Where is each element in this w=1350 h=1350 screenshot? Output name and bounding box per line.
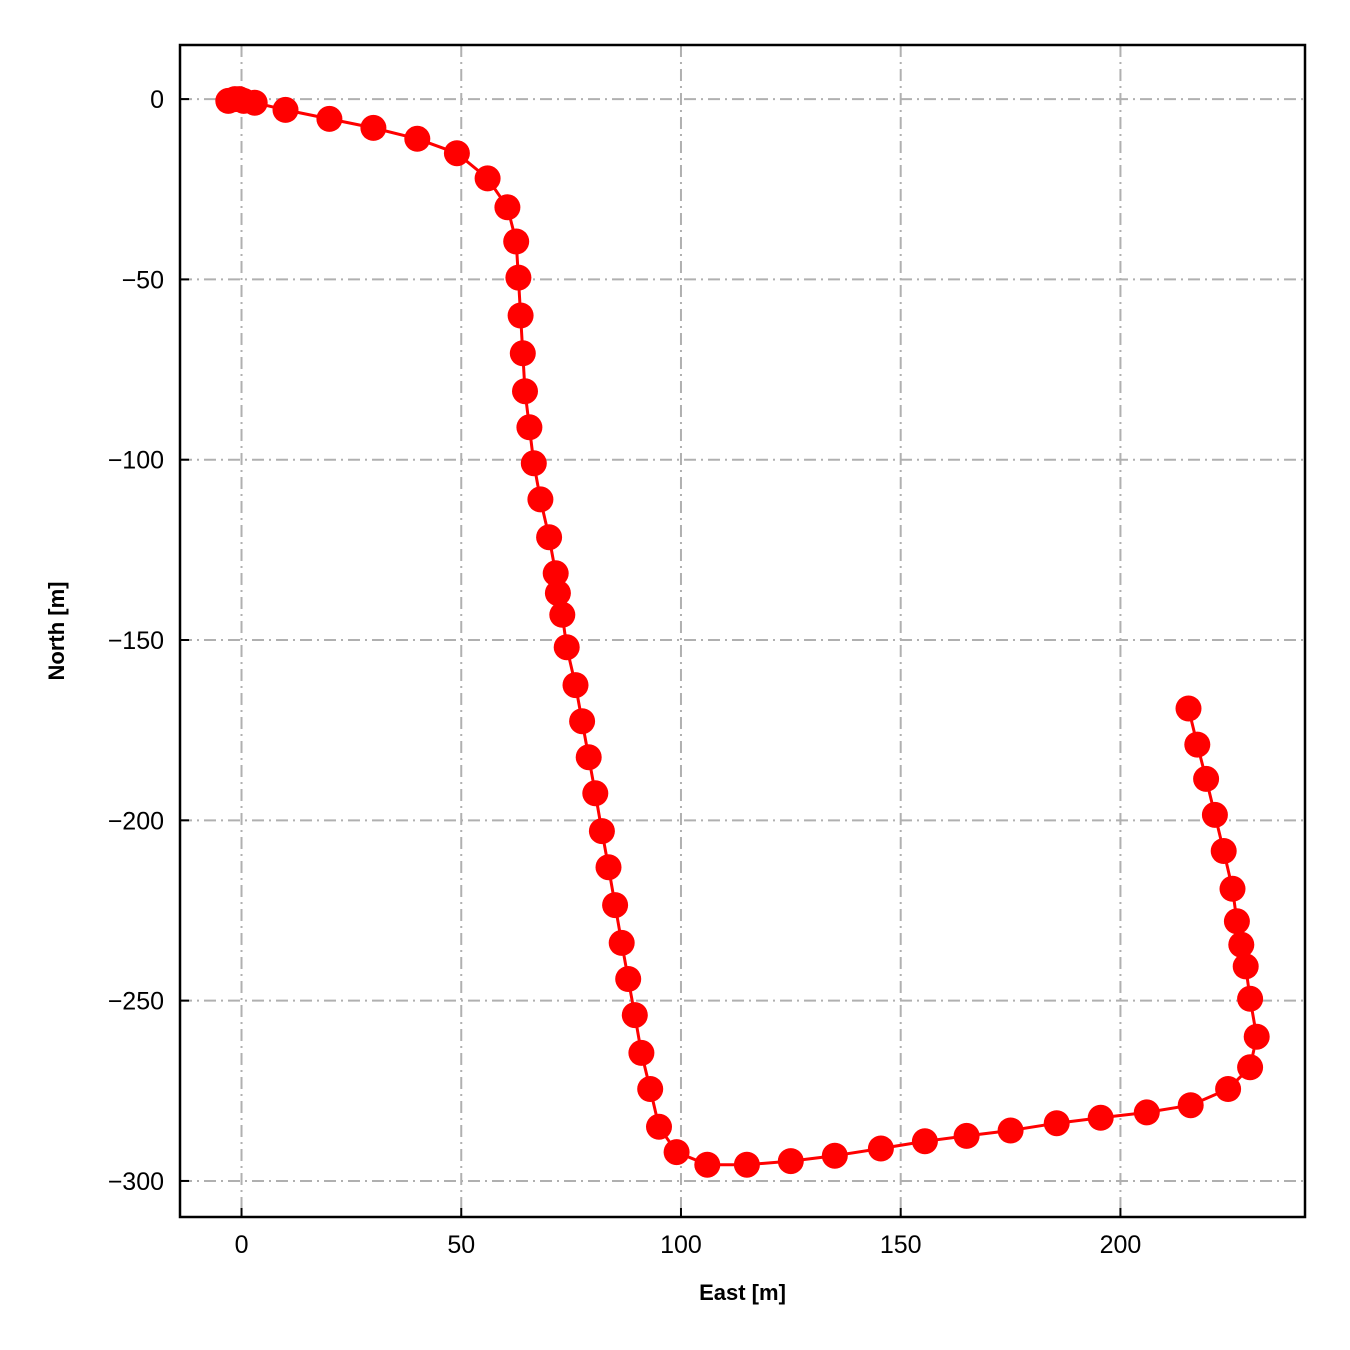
x-tick-label: 150 bbox=[880, 1231, 922, 1259]
trajectory-point bbox=[911, 1128, 938, 1155]
trajectory-point bbox=[1219, 875, 1246, 902]
trajectory-point bbox=[474, 165, 501, 192]
y-tick-label: −50 bbox=[122, 266, 164, 294]
trajectory-point bbox=[1184, 731, 1211, 758]
x-tick-label: 0 bbox=[235, 1231, 249, 1259]
y-tick-label: −100 bbox=[108, 447, 164, 475]
trajectory-point bbox=[404, 125, 431, 152]
trajectory-point bbox=[1215, 1076, 1242, 1102]
trajectory-series bbox=[215, 86, 1270, 1178]
trajectory-point bbox=[544, 580, 571, 607]
trajectory-point bbox=[1243, 1023, 1270, 1050]
trajectory-point bbox=[520, 450, 547, 477]
trajectory-point bbox=[582, 780, 609, 807]
trajectory-point bbox=[494, 194, 521, 221]
trajectory-point bbox=[821, 1142, 848, 1169]
trajectory-point bbox=[1228, 931, 1255, 958]
x-tick-label: 200 bbox=[1100, 1231, 1142, 1259]
y-tick-label: 0 bbox=[150, 86, 164, 114]
trajectory-point bbox=[1210, 838, 1237, 864]
trajectory-point bbox=[549, 601, 576, 628]
trajectory-point bbox=[542, 560, 569, 587]
y-tick-label: −250 bbox=[108, 988, 164, 1016]
trajectory-point bbox=[1175, 695, 1202, 722]
trajectory-point bbox=[1043, 1110, 1070, 1137]
trajectory-point bbox=[1193, 765, 1220, 792]
trajectory-point bbox=[1201, 801, 1228, 828]
trajectory-point bbox=[443, 140, 470, 167]
trajectory-point bbox=[1232, 953, 1259, 980]
trajectory-point bbox=[562, 672, 589, 699]
y-tick-label: −200 bbox=[108, 807, 164, 835]
trajectory-point bbox=[997, 1117, 1024, 1144]
trajectory-line bbox=[227, 97, 1259, 1167]
plot-frame bbox=[178, 43, 1307, 1219]
trajectory-point bbox=[777, 1148, 804, 1175]
trajectory-point bbox=[608, 929, 635, 956]
trajectory-point bbox=[516, 414, 543, 441]
trajectory-point bbox=[953, 1122, 980, 1149]
trajectory-point bbox=[588, 818, 615, 845]
trajectory-point bbox=[503, 228, 530, 255]
trajectory-point bbox=[867, 1135, 894, 1162]
trajectory-point bbox=[663, 1139, 690, 1166]
trajectory-point bbox=[615, 966, 642, 992]
grid-lines bbox=[180, 45, 1305, 1217]
trajectory-point bbox=[505, 264, 532, 291]
trajectory-point bbox=[512, 378, 538, 405]
trajectory-point bbox=[536, 524, 563, 551]
trajectory-point bbox=[241, 89, 268, 116]
trajectory-point bbox=[1133, 1099, 1160, 1126]
trajectory-point bbox=[360, 114, 387, 141]
trajectory-point bbox=[733, 1151, 760, 1178]
trajectory-point bbox=[628, 1039, 655, 1066]
trajectory-point bbox=[527, 486, 554, 513]
x-tick-label: 100 bbox=[660, 1231, 702, 1259]
x-axis-label: East [m] bbox=[699, 1280, 786, 1305]
trajectory-point bbox=[621, 1002, 648, 1029]
trajectory-point bbox=[602, 892, 629, 919]
trajectory-point bbox=[1177, 1092, 1204, 1119]
trajectory-point bbox=[1087, 1104, 1114, 1131]
trajectory-point bbox=[1237, 1054, 1264, 1081]
trajectory-point bbox=[507, 302, 534, 329]
trajectory-point bbox=[694, 1151, 721, 1178]
trajectory-point bbox=[646, 1113, 672, 1140]
trajectory-point bbox=[272, 96, 299, 123]
y-tick-label: −300 bbox=[108, 1168, 164, 1196]
trajectory-point bbox=[509, 340, 536, 367]
trajectory-point bbox=[637, 1076, 664, 1102]
y-axis-label: North [m] bbox=[44, 582, 69, 681]
trajectory-point bbox=[316, 105, 343, 132]
x-tick-label: 50 bbox=[447, 1231, 475, 1259]
trajectory-point bbox=[595, 854, 622, 881]
trajectory-point bbox=[569, 708, 596, 735]
trajectory-point bbox=[553, 634, 580, 661]
trajectory-point bbox=[575, 744, 602, 771]
axis-ticks: 0 50 100 150 200 0 −50 −100 −150 −200 −250 −300 bbox=[108, 86, 1142, 1259]
trajectory-point bbox=[1237, 985, 1264, 1012]
y-tick-label: −150 bbox=[108, 627, 164, 655]
trajectory-point bbox=[1223, 908, 1250, 935]
